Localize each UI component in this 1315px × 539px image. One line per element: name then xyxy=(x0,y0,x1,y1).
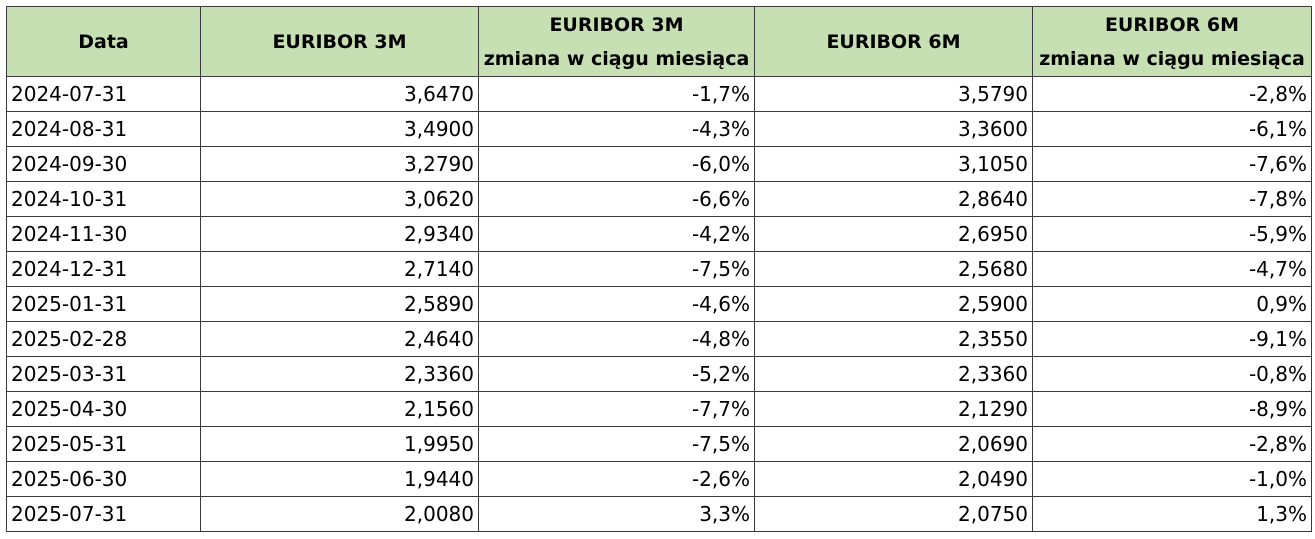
cell-euribor-6m-change[interactable]: -4,7% xyxy=(1032,251,1312,287)
cell-euribor-3m[interactable]: 1,9440 xyxy=(200,461,479,497)
header-euribor-3m-change-line1: EURIBOR 3M xyxy=(549,13,684,36)
cell-euribor-3m-change[interactable]: -7,7% xyxy=(478,391,755,427)
header-date[interactable]: Data xyxy=(6,6,201,77)
table-row: 2025-03-31 2,3360 -5,2% 2,3360 -0,8% xyxy=(6,356,1312,392)
cell-euribor-6m[interactable]: 2,3550 xyxy=(754,321,1033,357)
cell-euribor-3m-change[interactable]: -5,2% xyxy=(478,356,755,392)
euribor-table: Data EURIBOR 3M EURIBOR 3M zmiana w ciąg… xyxy=(6,6,1312,532)
cell-date[interactable]: 2025-07-31 xyxy=(6,496,201,532)
cell-euribor-3m-change[interactable]: -7,5% xyxy=(478,426,755,462)
table-row: 2025-04-30 2,1560 -7,7% 2,1290 -8,9% xyxy=(6,391,1312,427)
header-euribor-6m-change[interactable]: EURIBOR 6M zmiana w ciągu miesiąca xyxy=(1032,6,1312,77)
cell-euribor-6m-change[interactable]: -2,8% xyxy=(1032,76,1312,112)
cell-euribor-3m[interactable]: 3,2790 xyxy=(200,146,479,182)
table-row: 2024-07-31 3,6470 -1,7% 3,5790 -2,8% xyxy=(6,76,1312,112)
cell-euribor-6m[interactable]: 2,8640 xyxy=(754,181,1033,217)
cell-euribor-6m-change[interactable]: -1,0% xyxy=(1032,461,1312,497)
table-row: 2025-01-31 2,5890 -4,6% 2,5900 0,9% xyxy=(6,286,1312,322)
cell-euribor-6m[interactable]: 3,1050 xyxy=(754,146,1033,182)
cell-date[interactable]: 2024-11-30 xyxy=(6,216,201,252)
cell-euribor-3m[interactable]: 2,3360 xyxy=(200,356,479,392)
cell-date[interactable]: 2024-10-31 xyxy=(6,181,201,217)
table-row: 2024-12-31 2,7140 -7,5% 2,5680 -4,7% xyxy=(6,251,1312,287)
cell-euribor-3m-change[interactable]: 3,3% xyxy=(478,496,755,532)
cell-date[interactable]: 2024-12-31 xyxy=(6,251,201,287)
cell-euribor-6m[interactable]: 2,1290 xyxy=(754,391,1033,427)
cell-euribor-6m-change[interactable]: -6,1% xyxy=(1032,111,1312,147)
cell-date[interactable]: 2024-09-30 xyxy=(6,146,201,182)
cell-euribor-3m[interactable]: 3,0620 xyxy=(200,181,479,217)
cell-euribor-3m[interactable]: 2,1560 xyxy=(200,391,479,427)
cell-euribor-6m[interactable]: 2,5900 xyxy=(754,286,1033,322)
header-euribor-3m-change[interactable]: EURIBOR 3M zmiana w ciągu miesiąca xyxy=(478,6,755,77)
cell-euribor-6m-change[interactable]: -2,8% xyxy=(1032,426,1312,462)
cell-euribor-6m-change[interactable]: 1,3% xyxy=(1032,496,1312,532)
table-body: 2024-07-31 3,6470 -1,7% 3,5790 -2,8% 2024-08-… xyxy=(6,76,1312,532)
cell-euribor-3m-change[interactable]: -4,3% xyxy=(478,111,755,147)
cell-date[interactable]: 2025-05-31 xyxy=(6,426,201,462)
cell-euribor-6m-change[interactable]: -5,9% xyxy=(1032,216,1312,252)
cell-euribor-3m[interactable]: 2,4640 xyxy=(200,321,479,357)
table-row: 2025-02-28 2,4640 -4,8% 2,3550 -9,1% xyxy=(6,321,1312,357)
cell-euribor-6m[interactable]: 3,3600 xyxy=(754,111,1033,147)
cell-date[interactable]: 2025-06-30 xyxy=(6,461,201,497)
cell-euribor-3m[interactable]: 2,5890 xyxy=(200,286,479,322)
cell-euribor-6m-change[interactable]: -8,9% xyxy=(1032,391,1312,427)
cell-euribor-6m[interactable]: 3,5790 xyxy=(754,76,1033,112)
cell-euribor-6m-change[interactable]: -9,1% xyxy=(1032,321,1312,357)
table-row: 2024-09-30 3,2790 -6,0% 3,1050 -7,6% xyxy=(6,146,1312,182)
cell-euribor-6m-change[interactable]: 0,9% xyxy=(1032,286,1312,322)
cell-euribor-6m-change[interactable]: -0,8% xyxy=(1032,356,1312,392)
cell-euribor-3m[interactable]: 2,0080 xyxy=(200,496,479,532)
cell-euribor-6m-change[interactable]: -7,8% xyxy=(1032,181,1312,217)
cell-date[interactable]: 2024-07-31 xyxy=(6,76,201,112)
cell-euribor-3m-change[interactable]: -2,6% xyxy=(478,461,755,497)
cell-euribor-6m[interactable]: 2,3360 xyxy=(754,356,1033,392)
cell-euribor-6m[interactable]: 2,0750 xyxy=(754,496,1033,532)
cell-euribor-3m[interactable]: 2,9340 xyxy=(200,216,479,252)
header-euribor-3m-change-line2: zmiana w ciągu miesiąca xyxy=(483,47,750,70)
header-euribor-6m-change-line2: zmiana w ciągu miesiąca xyxy=(1039,47,1305,70)
cell-euribor-3m-change[interactable]: -6,6% xyxy=(478,181,755,217)
cell-euribor-6m[interactable]: 2,5680 xyxy=(754,251,1033,287)
table-row: 2024-08-31 3,4900 -4,3% 3,3600 -6,1% xyxy=(6,111,1312,147)
cell-euribor-3m-change[interactable]: -6,0% xyxy=(478,146,755,182)
table-row: 2024-10-31 3,0620 -6,6% 2,8640 -7,8% xyxy=(6,181,1312,217)
cell-date[interactable]: 2025-02-28 xyxy=(6,321,201,357)
cell-euribor-6m[interactable]: 2,0690 xyxy=(754,426,1033,462)
cell-euribor-3m[interactable]: 3,6470 xyxy=(200,76,479,112)
cell-euribor-3m-change[interactable]: -4,2% xyxy=(478,216,755,252)
cell-euribor-3m[interactable]: 3,4900 xyxy=(200,111,479,147)
header-euribor-6m-change-line1: EURIBOR 6M xyxy=(1104,13,1240,36)
table-row: 2024-11-30 2,9340 -4,2% 2,6950 -5,9% xyxy=(6,216,1312,252)
header-row: Data EURIBOR 3M EURIBOR 3M zmiana w ciąg… xyxy=(6,6,1312,77)
cell-euribor-3m[interactable]: 2,7140 xyxy=(200,251,479,287)
table-row: 2025-06-30 1,9440 -2,6% 2,0490 -1,0% xyxy=(6,461,1312,497)
cell-date[interactable]: 2025-01-31 xyxy=(6,286,201,322)
table-row: 2025-05-31 1,9950 -7,5% 2,0690 -2,8% xyxy=(6,426,1312,462)
cell-euribor-3m-change[interactable]: -4,6% xyxy=(478,286,755,322)
header-euribor-6m[interactable]: EURIBOR 6M xyxy=(754,6,1033,77)
cell-euribor-3m-change[interactable]: -4,8% xyxy=(478,321,755,357)
header-euribor-3m[interactable]: EURIBOR 3M xyxy=(200,6,479,77)
cell-euribor-3m-change[interactable]: -1,7% xyxy=(478,76,755,112)
spreadsheet: Data EURIBOR 3M EURIBOR 3M zmiana w ciąg… xyxy=(6,6,1312,532)
cell-euribor-6m[interactable]: 2,6950 xyxy=(754,216,1033,252)
cell-date[interactable]: 2024-08-31 xyxy=(6,111,201,147)
cell-euribor-6m[interactable]: 2,0490 xyxy=(754,461,1033,497)
cell-date[interactable]: 2025-03-31 xyxy=(6,356,201,392)
cell-euribor-6m-change[interactable]: -7,6% xyxy=(1032,146,1312,182)
cell-euribor-3m-change[interactable]: -7,5% xyxy=(478,251,755,287)
cell-date[interactable]: 2025-04-30 xyxy=(6,391,201,427)
cell-euribor-3m[interactable]: 1,9950 xyxy=(200,426,479,462)
table-row: 2025-07-31 2,0080 3,3% 2,0750 1,3% xyxy=(6,496,1312,532)
